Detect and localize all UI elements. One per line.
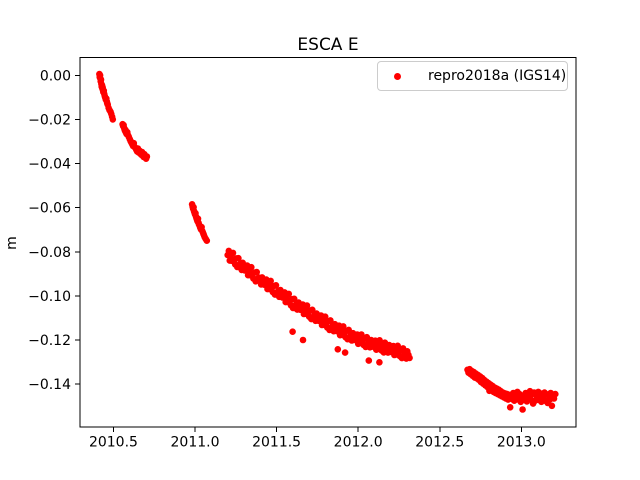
- y-tick-label: −0.12: [28, 333, 71, 349]
- scatter-point: [334, 346, 342, 353]
- scatter-point: [506, 404, 514, 411]
- x-tick-label: 2011.5: [252, 435, 301, 451]
- scatter-point: [548, 402, 556, 410]
- scatter-point: [289, 328, 296, 336]
- y-tick-label: 0.00: [40, 68, 71, 84]
- scatter-point: [299, 336, 307, 344]
- scatter-point: [272, 282, 280, 289]
- scatter-point: [519, 406, 526, 413]
- legend-marker-dot: [394, 72, 401, 80]
- y-tick-label: −0.14: [28, 377, 71, 393]
- scatter-point: [285, 290, 293, 298]
- scatter-point: [341, 349, 349, 356]
- scatter-point: [406, 354, 413, 362]
- y-tick-label: −0.02: [28, 112, 71, 128]
- scatter-point: [248, 263, 255, 271]
- scatter-point: [203, 237, 211, 244]
- y-tick-label: −0.04: [28, 157, 71, 173]
- y-tick-label: −0.10: [28, 289, 71, 305]
- scatter-point: [365, 357, 373, 364]
- scatter-point: [267, 277, 275, 285]
- x-tick-label: 2010.5: [89, 435, 138, 451]
- x-tick-label: 2012.5: [415, 435, 464, 451]
- scatter-point: [309, 306, 316, 314]
- x-tick-label: 2011.0: [171, 435, 220, 451]
- y-tick-label: −0.08: [28, 245, 71, 261]
- axes-frame: [79, 57, 577, 428]
- chart-title: ESCA E: [297, 35, 359, 55]
- scatter-point: [143, 153, 151, 160]
- scatter-point: [109, 116, 117, 123]
- scatter-point: [552, 390, 559, 398]
- scatter-point: [253, 268, 260, 276]
- legend-series-label: repro2018a (IGS14): [428, 68, 567, 84]
- y-tick-label: −0.06: [28, 201, 71, 217]
- scatter-point: [327, 317, 334, 324]
- x-tick-label: 2012.0: [334, 435, 383, 451]
- scatter-point: [235, 254, 242, 262]
- scatter-point: [303, 302, 311, 309]
- scatter-point: [290, 295, 298, 303]
- legend: repro2018a (IGS14): [377, 61, 568, 91]
- scatter-point: [229, 249, 237, 257]
- scatter-point: [376, 359, 383, 366]
- x-tick-label: 2013.0: [497, 435, 546, 451]
